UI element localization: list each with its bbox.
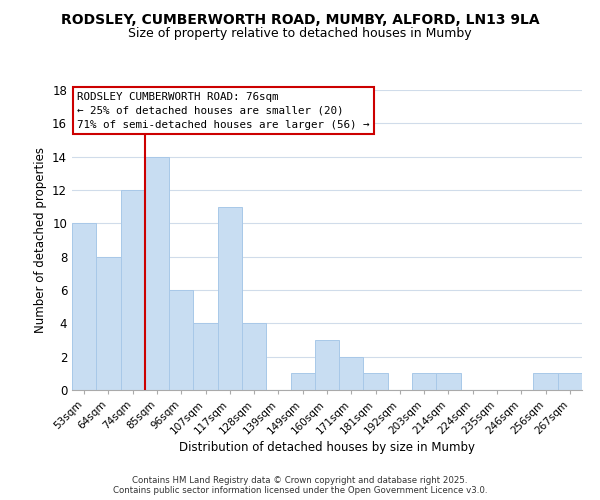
Bar (533, 374, 558, 390)
Text: Contains HM Land Registry data © Crown copyright and database right 2025.: Contains HM Land Registry data © Crown c… (132, 476, 468, 485)
Text: Contains public sector information licensed under the Open Government Licence v3: Contains public sector information licen… (113, 486, 487, 495)
Bar (315, 340, 339, 390)
Bar (145, 156, 169, 390)
Bar (169, 290, 193, 390)
Bar (364, 374, 388, 390)
Text: Size of property relative to detached houses in Mumby: Size of property relative to detached ho… (128, 28, 472, 40)
Bar (242, 324, 266, 390)
Bar (436, 374, 461, 390)
Bar (96, 256, 121, 390)
Bar (218, 206, 242, 390)
Bar (339, 356, 364, 390)
Bar (290, 374, 315, 390)
Bar (193, 324, 218, 390)
Bar (412, 374, 436, 390)
X-axis label: Distribution of detached houses by size in Mumby: Distribution of detached houses by size … (179, 442, 475, 454)
Text: RODSLEY, CUMBERWORTH ROAD, MUMBY, ALFORD, LN13 9LA: RODSLEY, CUMBERWORTH ROAD, MUMBY, ALFORD… (61, 12, 539, 26)
Bar (72, 224, 96, 390)
Bar (121, 190, 145, 390)
Y-axis label: Number of detached properties: Number of detached properties (34, 147, 47, 333)
Text: RODSLEY CUMBERWORTH ROAD: 76sqm
← 25% of detached houses are smaller (20)
71% of: RODSLEY CUMBERWORTH ROAD: 76sqm ← 25% of… (77, 92, 370, 130)
Bar (558, 374, 582, 390)
